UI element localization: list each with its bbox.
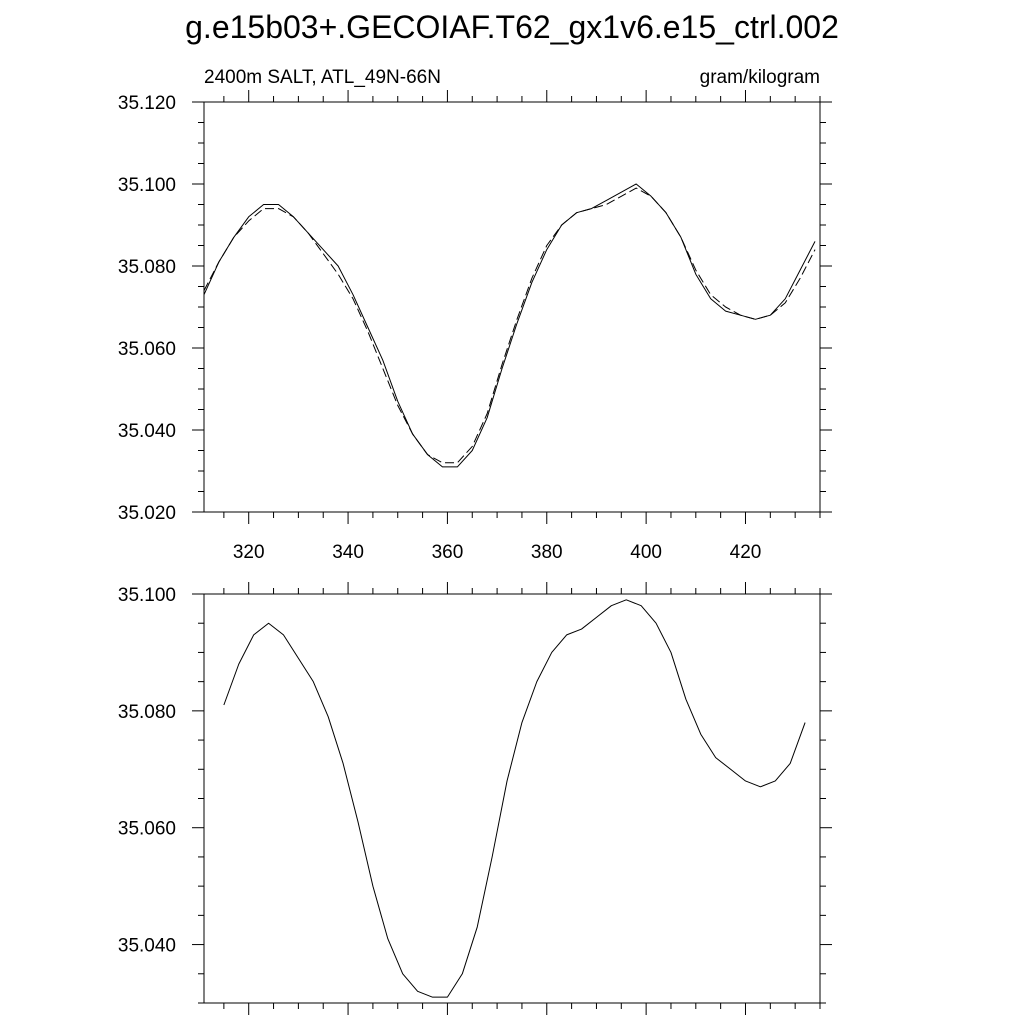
series-line-dashed — [204, 187, 816, 464]
x-tick-label: 420 — [730, 542, 762, 563]
units-subtitle: gram/kilogram — [700, 67, 820, 88]
plot-frame — [203, 101, 821, 513]
x-tick-label: 360 — [432, 542, 464, 563]
top-panel: 320 340 360 380 400 420 35.020 35.040 35.060 35.0… — [118, 90, 832, 563]
y-tick-label: 35.120 — [118, 93, 176, 114]
y-tick-label: 35.020 — [118, 503, 176, 524]
y-tick-label: 35.100 — [118, 585, 176, 606]
x-tick-label: 380 — [531, 542, 563, 563]
y-tick-label: 35.040 — [118, 421, 176, 442]
bottom-panel: 35.040 35.060 35.080 35.100 — [118, 582, 832, 1015]
y-tick-label: 35.080 — [118, 702, 176, 723]
y-tick-label: 35.060 — [118, 339, 176, 360]
y-tick-label: 35.040 — [118, 936, 176, 957]
series-line-solid — [204, 183, 816, 468]
x-tick-label: 320 — [233, 542, 265, 563]
x-tick-label: 400 — [630, 542, 662, 563]
y-tick-label: 35.100 — [118, 175, 176, 196]
series-line-solid — [223, 599, 806, 998]
y-tick-label: 35.060 — [118, 819, 176, 840]
x-tick-label: 340 — [332, 542, 364, 563]
left-subtitle: 2400m SALT, ATL_49N-66N — [204, 67, 441, 88]
chart-title: g.e15b03+.GECOIAF.T62_gx1v6.e15_ctrl.002 — [185, 9, 839, 45]
y-tick-label: 35.080 — [118, 257, 176, 278]
